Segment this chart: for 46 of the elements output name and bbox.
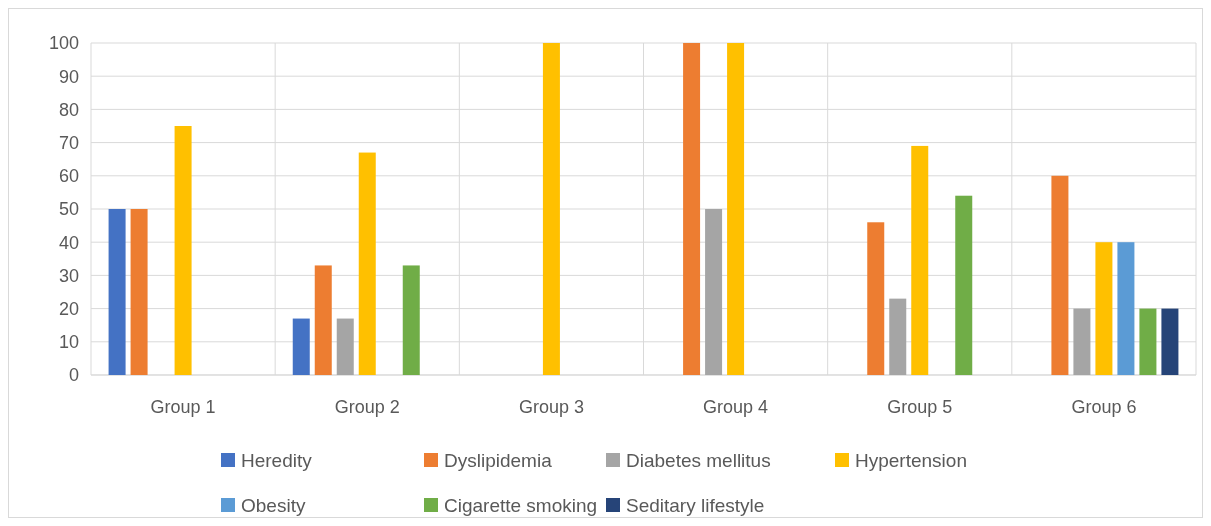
bar	[542, 43, 560, 375]
bar	[174, 126, 192, 375]
y-tick-label: 80	[58, 99, 79, 120]
x-tick-label: Group 6	[1071, 397, 1137, 417]
legend-label: Hypertension	[855, 449, 967, 471]
bar	[705, 209, 723, 375]
y-tick-label: 100	[48, 33, 79, 54]
x-tick-label: Group 2	[334, 397, 400, 417]
bar	[402, 265, 420, 375]
x-tick-label: Group 3	[518, 397, 584, 417]
bar	[1073, 308, 1091, 375]
legend-label: Seditary lifestyle	[626, 494, 765, 516]
y-tick-label: 70	[58, 132, 79, 153]
legend-label: Diabetes mellitus	[626, 449, 771, 471]
y-tick-label: 10	[58, 332, 79, 353]
bar	[1051, 175, 1069, 375]
bar	[292, 318, 310, 375]
x-tick-label: Group 4	[703, 397, 769, 417]
legend-label: Obesity	[241, 494, 306, 516]
y-tick-label: 40	[58, 232, 79, 253]
bar	[1095, 242, 1113, 375]
y-tick-label: 60	[58, 166, 79, 187]
bar	[955, 195, 973, 375]
bar	[867, 222, 885, 375]
y-tick-label: 20	[58, 298, 79, 319]
y-tick-label: 50	[58, 199, 79, 220]
bar	[1117, 242, 1135, 375]
bar	[683, 43, 701, 375]
bar	[314, 265, 332, 375]
bar	[1161, 308, 1179, 375]
bar	[889, 298, 907, 375]
legend-label: Cigarette smoking	[444, 494, 598, 516]
bar	[130, 209, 148, 375]
x-tick-label: Group 1	[150, 397, 216, 417]
bar	[1139, 308, 1157, 375]
bar	[911, 145, 929, 375]
bar	[108, 209, 126, 375]
bar	[358, 152, 376, 375]
y-tick-label: 30	[58, 265, 79, 286]
y-tick-label: 0	[68, 365, 79, 386]
legend-label: Heredity	[241, 449, 313, 471]
x-tick-label: Group 5	[887, 397, 953, 417]
bar	[336, 318, 354, 375]
bar	[727, 43, 745, 375]
legend-label: Dyslipidemia	[444, 449, 553, 471]
y-tick-label: 90	[58, 66, 79, 87]
